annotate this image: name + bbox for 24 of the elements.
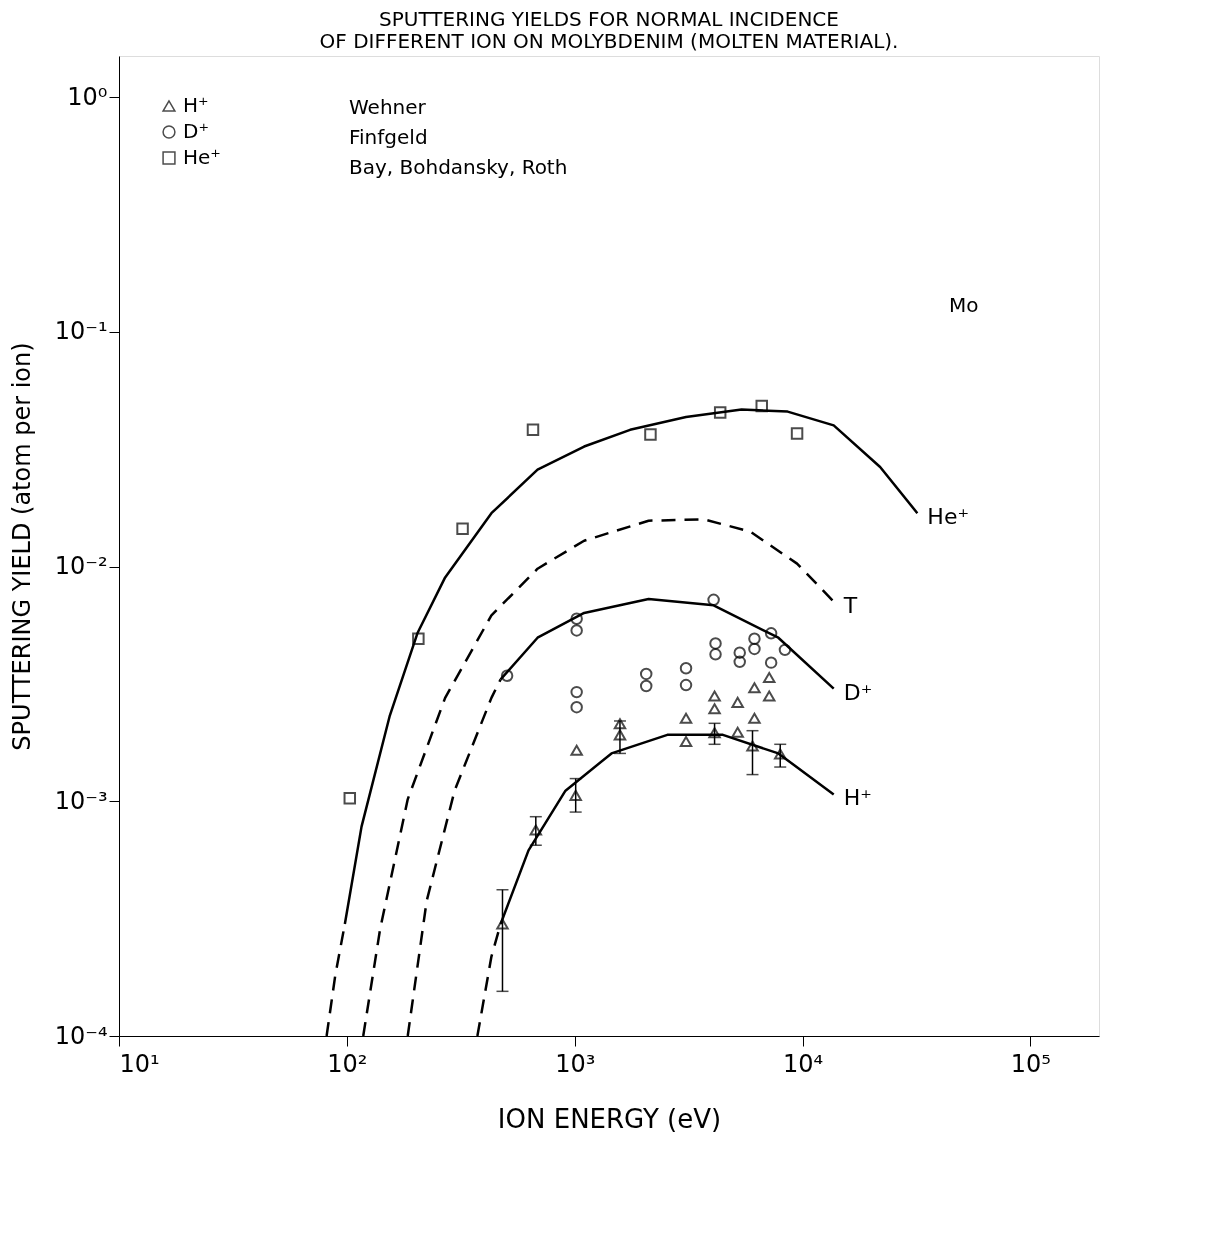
legend-label: He⁺: [183, 145, 221, 169]
series-label: T: [842, 592, 858, 618]
y-tick-label: 10⁰: [67, 82, 108, 111]
legend-label: H⁺: [183, 93, 209, 117]
x-tick-label: 10⁵: [1010, 1049, 1051, 1078]
annotation: Mo: [949, 293, 979, 317]
series-label: H⁺: [843, 785, 872, 811]
annotation: Bay, Bohdansky, Roth: [349, 155, 568, 179]
y-tick-label: 10⁻²: [54, 552, 108, 581]
x-axis-title: ION ENERGY (eV): [497, 1103, 722, 1134]
y-tick-label: 10⁻⁴: [54, 1021, 108, 1050]
legend-label: D⁺: [183, 119, 209, 143]
annotation: Finfgeld: [349, 125, 428, 149]
x-tick-label: 10²: [327, 1049, 368, 1078]
y-tick-label: 10⁻³: [54, 786, 108, 815]
series-label: D⁺: [843, 679, 873, 705]
x-tick-label: 10¹: [119, 1049, 160, 1078]
x-tick-label: 10³: [555, 1049, 596, 1078]
y-axis-title: SPUTTERING YIELD (atom per ion): [7, 342, 36, 751]
annotation: Wehner: [349, 95, 427, 119]
y-tick-label: 10⁻¹: [54, 317, 108, 346]
series-label: He⁺: [927, 504, 970, 530]
chart-title: SPUTTERING YIELDS FOR NORMAL INCIDENCE OF DIFFERENT ION ON MOLYBDENIM (MOLTEN MATERIAL).: [319, 7, 899, 53]
x-tick-label: 10⁴: [782, 1049, 824, 1078]
